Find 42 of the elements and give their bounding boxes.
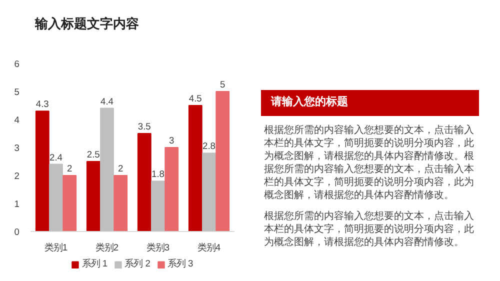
- y-tick-label: 6: [14, 59, 20, 69]
- legend-label: 系列 1: [82, 258, 108, 270]
- x-tick-label: 类别1: [44, 242, 68, 252]
- bar: [100, 108, 114, 232]
- text: 根据您所需的内容输入您想要的文本，点击输入本栏的具体文字，简明扼要的说明分项内容，此为概念图解，请根据您的具体内容酌情修改。: [264, 210, 475, 249]
- data-label: 4.3: [36, 99, 49, 110]
- y-tick-label: 3: [14, 143, 20, 153]
- legend-label: 系列 3: [167, 258, 194, 270]
- bar: [114, 175, 128, 232]
- bar: [62, 175, 77, 232]
- x-tick-label: 类别3: [146, 242, 170, 252]
- bar: [49, 164, 63, 232]
- data-label: 1.8: [152, 169, 164, 180]
- bar: [151, 180, 165, 232]
- data-label: 2.8: [202, 141, 216, 152]
- data-label: 5: [220, 80, 226, 90]
- y-tick-label: 2: [14, 171, 20, 181]
- legend-label: 系列 2: [124, 258, 150, 270]
- data-label: 3.5: [138, 122, 151, 132]
- y-tick-label: 0: [14, 227, 20, 237]
- text: 根据您所需的内容输入您想要的文本，点击输入本栏的具体文字，简明扼要的说明分项内容，此为概念图解，请根据您的具体内容酌情修改。根据您所需的内容输入您想要的文本，点击输入本栏的具体文字，简明扼要的说明分项内容，此为概念图解，请根据您的具体内容酌情修改。: [264, 124, 475, 202]
- data-label: 4.4: [100, 96, 114, 106]
- y-tick-label: 5: [14, 87, 20, 97]
- text: 请输入您的标题: [261, 90, 479, 116]
- bar: [164, 147, 179, 232]
- y-tick-label: 1: [14, 199, 20, 209]
- bar: [216, 91, 230, 232]
- x-tick-label: 类别2: [95, 242, 119, 252]
- bar: [137, 133, 152, 232]
- data-label: 4.5: [188, 94, 202, 104]
- bar: [202, 152, 216, 232]
- data-label: 2.5: [86, 150, 100, 160]
- data-label: 2: [118, 164, 124, 174]
- x-tick-label: 类别4: [197, 242, 221, 252]
- bar: [188, 105, 202, 232]
- y-tick-label: 4: [14, 115, 20, 125]
- bar: [86, 161, 100, 232]
- bar: [35, 110, 50, 232]
- chart-title: 输入标题文字内容: [35, 15, 139, 33]
- data-label: 3: [169, 136, 174, 146]
- data-label: 2: [67, 164, 72, 174]
- data-label: 2.4: [50, 152, 62, 162]
